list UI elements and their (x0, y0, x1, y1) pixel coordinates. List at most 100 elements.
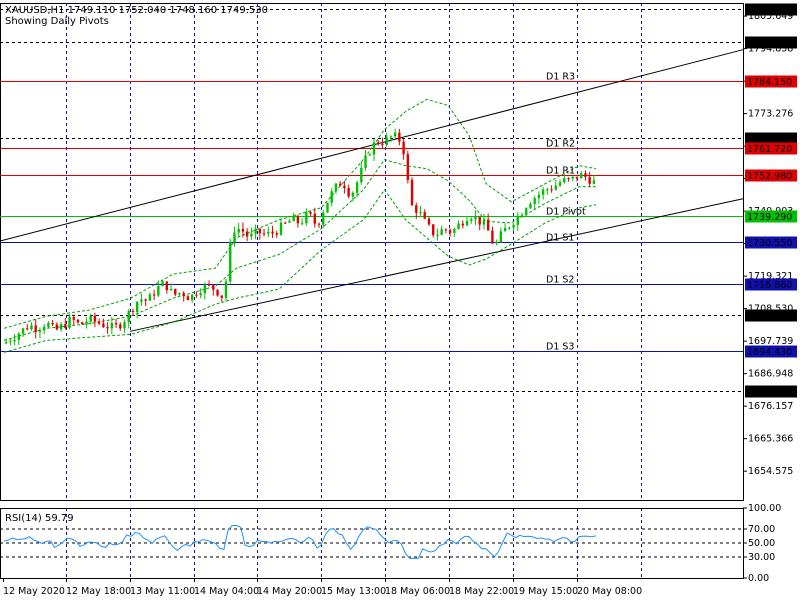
pivot-tag-label: 1694.430 (747, 347, 792, 358)
level-tag (745, 132, 797, 145)
candle-bear (309, 212, 312, 214)
candle-bull (9, 341, 12, 343)
candle-bear (241, 228, 245, 232)
candle-bear (182, 293, 185, 297)
candle-bull (42, 326, 46, 331)
candle-bull (334, 183, 338, 192)
x-tick-label: 13 May 11:00 (130, 586, 195, 597)
candle-bear (343, 185, 346, 189)
candle-bear (26, 328, 29, 330)
level-tag-label: 1797.210 (747, 38, 792, 49)
candle-bull (360, 167, 363, 183)
candle-bear (152, 294, 156, 296)
candle-bull (529, 204, 532, 209)
candle-bull (554, 185, 558, 190)
candle-bull (436, 234, 439, 236)
rsi-tick-label: 30.00 (748, 552, 775, 563)
candle-bear (102, 323, 105, 328)
candle-bull (4, 341, 8, 344)
candle-bear (410, 179, 414, 206)
band-upper (3, 98, 597, 329)
candle-bear (119, 324, 122, 329)
level-tag (745, 385, 797, 398)
candle-bull (190, 294, 194, 301)
candle-bull (558, 182, 562, 186)
y-tick-label: 1686.948 (748, 369, 793, 380)
candle-bull (267, 231, 270, 234)
candle-bear (106, 327, 109, 329)
x-tick-label: 18 May 22:00 (449, 586, 514, 597)
bollinger-bands (3, 98, 597, 353)
candle-bull (537, 194, 541, 199)
candle-bull (123, 322, 126, 329)
candle-bear (550, 189, 553, 191)
candle-bull (254, 228, 257, 234)
y-tick-label: 1805.649 (748, 11, 793, 22)
x-tick-label: 14 May 04:00 (194, 586, 259, 597)
candle-bear (97, 321, 101, 324)
trend-lines[interactable] (0, 49, 744, 332)
candle-bull (305, 212, 308, 224)
candle-bull (288, 221, 291, 223)
pivot-tag-label: 1752.980 (747, 171, 792, 182)
level-tag-label: 1706.503 (747, 311, 792, 322)
candle-bull (457, 223, 460, 229)
candle-bull (110, 323, 114, 329)
pivot-tag-label: 1784.150 (747, 77, 792, 88)
pivot-tag (745, 142, 797, 155)
rsi-panel: 0.00 30.00 50.00 70.00 100.00 (0, 503, 781, 584)
rsi-tick-label: 70.00 (748, 524, 775, 535)
candle-bear (34, 325, 37, 332)
candle-bull (368, 154, 371, 156)
candle-bull (21, 328, 25, 334)
pivot-name: D1 S1 (546, 233, 574, 244)
candle-bear (76, 319, 80, 323)
candle-bull (592, 180, 596, 184)
candle-bear (461, 223, 464, 226)
candle-bear (131, 310, 135, 312)
candle-bear (144, 299, 147, 301)
candle-bull (355, 182, 359, 193)
candle-bull (546, 189, 549, 191)
candle-bull (127, 310, 130, 323)
candle-bear (377, 142, 380, 144)
y-tick-label: 1697.739 (748, 336, 793, 347)
candle-bull (140, 299, 143, 302)
main-frame (0, 3, 744, 501)
level-tag-label: 1681.140 (747, 387, 792, 398)
pivots-subtitle: Showing Daily Pivots (5, 16, 109, 27)
candle-bull (364, 155, 367, 168)
candle-bear (212, 284, 215, 290)
candle-bear (398, 132, 401, 142)
x-tick-label: 20 May 08:00 (577, 586, 642, 597)
x-tick-label: 19 May 15:00 (513, 586, 578, 597)
candle-bear (220, 295, 223, 298)
candle-bull (385, 137, 388, 145)
candle-bear (588, 176, 591, 184)
pivot-name: D1 S2 (546, 275, 574, 286)
y-tick-label: 1773.276 (748, 109, 793, 120)
candle-bear (313, 213, 316, 224)
candle-bull (161, 281, 164, 287)
y-tick-label: 1676.157 (748, 401, 793, 412)
pivot-tag (745, 169, 797, 182)
candle-bull (169, 288, 173, 291)
x-tick-label: 12 May 18:00 (66, 586, 131, 597)
candle-bull (250, 233, 253, 237)
main-grid (0, 3, 744, 579)
candle-bear (245, 231, 249, 237)
rsi-label: RSI(14) 59.79 (5, 513, 74, 524)
candle-bull (38, 330, 42, 332)
candle-bull (229, 242, 232, 282)
candle-bull (533, 198, 536, 205)
band-lower (3, 188, 597, 353)
pivot-tag-label: 1761.720 (747, 144, 792, 155)
x-tick-label: 14 May 20:00 (257, 586, 322, 597)
candle-bull (326, 202, 329, 213)
candle-bull (440, 229, 443, 235)
candle-bull (520, 214, 524, 216)
y-tick-label: 1654.575 (748, 466, 793, 477)
pivot-tag (745, 278, 797, 291)
